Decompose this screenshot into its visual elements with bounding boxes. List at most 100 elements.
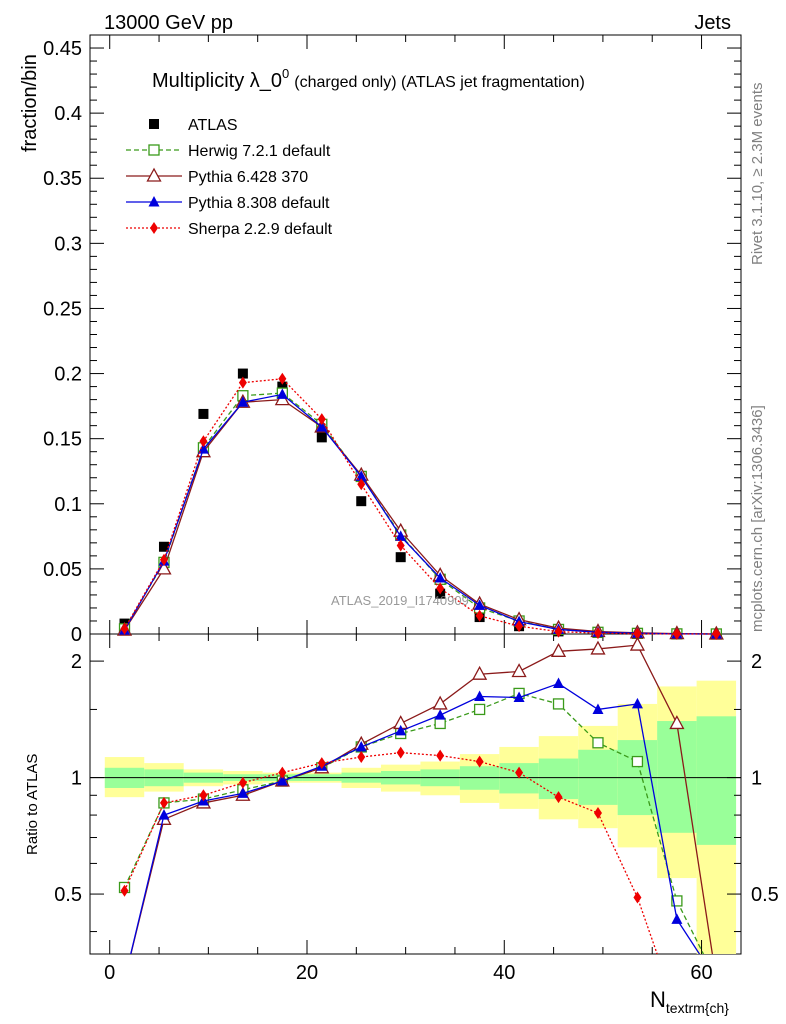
ratio-data-point [554,791,563,804]
main-data-point [396,539,405,552]
main-data-point [436,582,445,595]
main-data-point [515,620,524,633]
y-tick-label: 0.25 [43,298,82,320]
main-data-point [278,372,287,385]
ratio-data-point [475,755,484,768]
ratio-data-point [199,789,208,802]
y-tick-label: 0.35 [43,168,82,190]
main-series-line [123,378,717,635]
main-data-point [120,622,129,635]
y-tick-label: 0.45 [43,38,82,60]
ratio-data-point [434,717,446,730]
ratio-data-point [120,884,129,897]
y-tick-label: 0 [71,624,82,646]
legend-label: ATLAS [188,117,238,134]
ratio-data-point [629,636,646,651]
ratio-data-point [395,724,407,736]
ratio-data-point [552,698,565,710]
title-main: Multiplicity λ_0 [152,70,282,92]
main-data-point [357,478,366,491]
ratio-data-point [278,766,287,779]
ratio-data-point [159,796,168,809]
ratio-tick-label: 1 [71,768,82,790]
ratio-data-point [592,737,604,749]
legend-label: Pythia 8.308 default [188,195,330,212]
ratio-data-point [513,691,525,703]
ratio-data-point [550,642,567,657]
legend-marker [146,167,162,182]
y-tick-label: 0.15 [43,429,82,451]
main-data-point [199,435,208,448]
main-data-point [277,381,288,392]
ratio-data-point [553,677,565,689]
title-rest: (charged only) (ATLAS jet fragmentation) [294,74,585,91]
ratio-data-point [472,665,488,680]
ratio-band-inner-bin [657,721,697,833]
main-data-point [474,599,486,610]
main-data-point [316,432,327,443]
main-data-point [237,396,249,407]
main-data-point [672,627,681,640]
legend-marker [148,144,160,156]
y-tick-label: 0.3 [54,233,82,255]
ratio-data-point [671,895,683,907]
header-left: 13000 GeV pp [104,12,233,34]
y-tick-label: 0.1 [54,494,82,516]
legend-label: Sherpa 2.2.9 default [188,221,333,238]
main-data-point [554,625,563,638]
main-data-point [434,572,446,583]
ratio-tick-label-right: 2 [751,651,762,673]
ratio-axis-ticks: 0.5 0.51 12 20 20 40 60 [54,634,779,984]
main-data-point [712,627,721,640]
ratio-data-point [357,751,366,764]
main-data-point [395,530,407,541]
ratio-data-point [473,703,486,716]
main-axis-ticks: 0 0.05 0.1 0.15 0.2 0.25 0.3 0.35 0.4 0.45 [43,35,741,646]
main-data-point [593,627,602,640]
x-tick-label: 60 [690,962,712,984]
title-sup: 0 [282,66,289,81]
ratio-data-point [276,774,288,786]
main-data-point [238,376,247,389]
main-data-point [633,627,642,640]
x-axis-label: Ntextrm{ch} [650,987,729,1016]
ratio-series-group [118,636,714,954]
ratio-data-point [317,757,326,770]
ratio-data-point [237,787,249,798]
ratio-series-line [123,751,658,954]
main-data-point [159,553,168,566]
ratio-data-point [436,749,445,762]
ratio-series-line [130,682,701,954]
x-tick-label: 40 [493,962,515,984]
main-data-point [395,552,406,563]
main-data-point [237,368,248,379]
ratio-data-point [590,640,606,655]
y-axis-label: fraction/bin [19,54,41,152]
ratio-data-point [355,740,367,752]
ratio-tick-label-right: 1 [751,768,762,790]
legend: ATLAS Herwig 7.2.1 default Pythia 6.428 37… [126,117,333,238]
ratio-data-point [631,697,643,709]
ratio-series-clipped [118,636,714,954]
main-data-point [475,609,484,622]
ratio-data-point [511,663,527,678]
ratio-data-point [631,755,644,768]
ratio-uncertainty-bands [104,680,737,954]
mcplots-label: mcplots.cern.ch [arXiv:1306.3436] [749,405,766,632]
main-data-point [317,413,326,426]
ratio-series-line [130,644,714,954]
x-tick-label: 0 [104,962,115,984]
legend-marker [150,222,158,234]
header-right: Jets [694,12,731,34]
analysis-watermark: ATLAS_2019_I1740909 [331,593,469,608]
ratio-y-axis-label: Ratio to ATLAS [24,754,41,855]
legend-marker [148,196,160,207]
x-tick-label: 20 [296,962,318,984]
ratio-band-inner-bin [696,716,737,845]
ratio-data-point [474,690,486,702]
ratio-tick-label: 0.5 [54,884,82,906]
main-data-point [197,443,209,454]
ratio-series-line [123,692,705,954]
ratio-data-point [515,766,524,779]
